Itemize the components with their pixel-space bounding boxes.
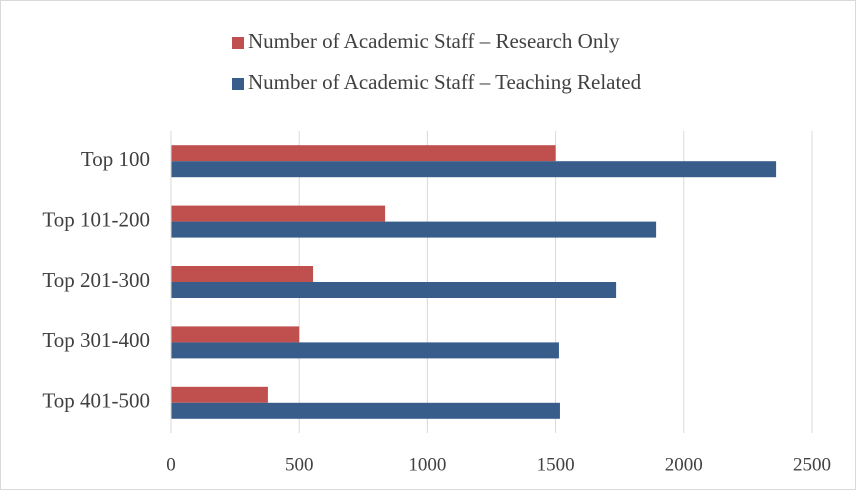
y-tick-label: Top 100 xyxy=(81,147,150,171)
y-tick-label: Top 101-200 xyxy=(42,207,150,231)
bar xyxy=(171,145,556,162)
y-tick-label: Top 401-500 xyxy=(42,389,150,413)
bar xyxy=(171,342,559,359)
legend-swatch xyxy=(232,78,244,90)
x-tick-label: 2500 xyxy=(793,454,831,475)
bar xyxy=(171,221,657,238)
x-tick-label: 2000 xyxy=(665,454,703,475)
legend-label: Number of Academic Staff – Teaching Rela… xyxy=(248,70,642,94)
legend-label: Number of Academic Staff – Research Only xyxy=(248,29,620,53)
bar xyxy=(171,266,314,282)
x-tick-label: 1500 xyxy=(537,454,575,475)
y-tick-label: Top 301-400 xyxy=(42,328,150,352)
bar xyxy=(171,205,386,222)
legend-swatch xyxy=(232,37,244,49)
bar xyxy=(171,282,617,298)
bar xyxy=(171,161,777,178)
x-tick-label: 0 xyxy=(166,454,176,475)
bar xyxy=(171,326,300,343)
x-tick-label: 500 xyxy=(285,454,314,475)
x-tick-label: 1000 xyxy=(408,454,446,475)
bar xyxy=(171,402,560,419)
y-tick-label: Top 201-300 xyxy=(42,268,150,292)
bar xyxy=(171,386,268,403)
